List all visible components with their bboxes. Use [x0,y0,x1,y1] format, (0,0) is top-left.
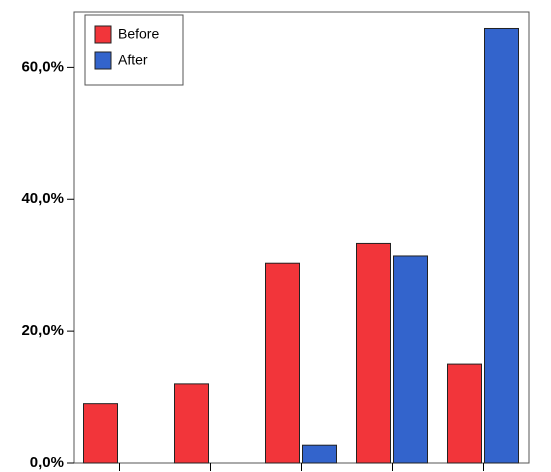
bar [447,363,482,464]
bar [356,242,391,464]
bar [302,444,337,464]
y-tick-label: 40,0% [21,190,64,207]
bar [393,255,428,464]
legend [84,14,184,86]
legend-swatch [94,25,112,44]
bar [174,383,209,464]
y-tick-label: 60,0% [21,58,64,75]
legend-label: After [118,52,148,68]
bar [83,403,118,464]
bar [484,27,519,464]
y-tick-label: 0,0% [30,454,64,471]
y-tick-label: 20,0% [21,322,64,339]
bar [265,262,300,464]
legend-swatch [94,51,112,70]
legend-label: Before [118,26,159,42]
